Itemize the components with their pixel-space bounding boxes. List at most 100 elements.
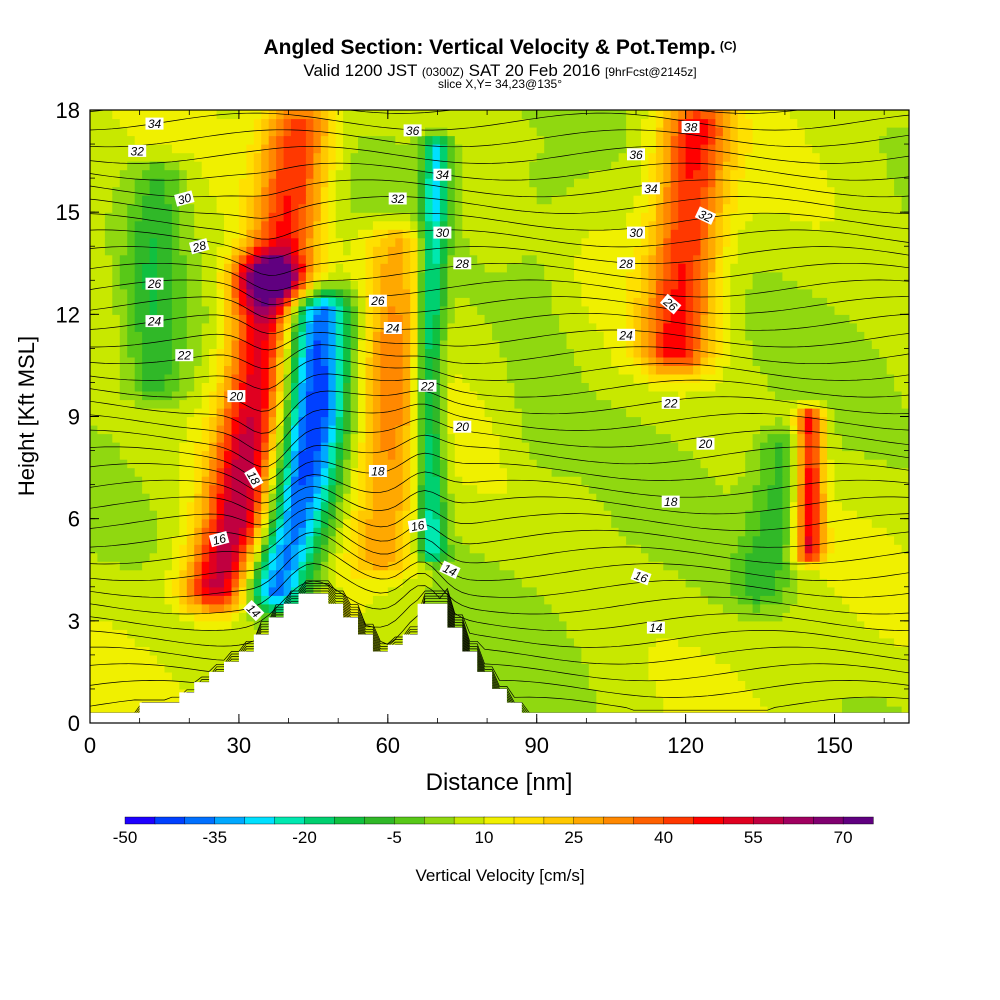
velocity-cell [417, 254, 426, 264]
velocity-cell [693, 263, 702, 273]
velocity-cell [715, 382, 769, 392]
velocity-cell [752, 442, 761, 452]
velocity-cell [305, 535, 314, 545]
velocity-cell [395, 552, 404, 562]
velocity-cell [90, 612, 180, 622]
isentrope-label: 36 [627, 148, 645, 162]
velocity-cell [209, 518, 218, 528]
velocity-cell [395, 450, 404, 460]
velocity-cell [238, 433, 255, 443]
isentrope-label: 30 [433, 226, 452, 240]
velocity-cell [320, 186, 329, 196]
isentrope-line [90, 296, 909, 319]
velocity-cell [335, 535, 344, 545]
velocity-cell [261, 595, 270, 605]
velocity-cell [157, 305, 173, 315]
velocity-cell [715, 263, 724, 273]
velocity-cell [246, 195, 255, 205]
velocity-cell [201, 280, 218, 290]
velocity-cell [216, 501, 225, 511]
velocity-cell [663, 110, 672, 120]
velocity-cell [335, 544, 344, 554]
velocity-cell [641, 254, 649, 264]
velocity-cell [231, 339, 240, 349]
velocity-cell [663, 356, 694, 366]
velocity-cell [313, 578, 322, 588]
velocity-cell [432, 391, 441, 401]
velocity-cell [261, 118, 270, 128]
velocity-cell [372, 442, 381, 452]
velocity-cell [626, 339, 635, 349]
velocity-cell [626, 408, 791, 418]
velocity-cell [343, 527, 352, 537]
subtitle-zulu: (0300Z) [421, 65, 464, 79]
velocity-cell [626, 322, 635, 332]
velocity-cell [797, 586, 836, 596]
velocity-cell [142, 263, 158, 273]
velocity-cell [708, 127, 716, 137]
velocity-cell [320, 118, 329, 128]
velocity-cell [789, 501, 798, 511]
velocity-cell [596, 391, 679, 401]
velocity-cell [283, 450, 292, 460]
velocity-cell [462, 195, 538, 205]
velocity-cell [648, 110, 657, 120]
velocity-cell [328, 331, 337, 341]
velocity-cell [484, 399, 515, 409]
velocity-cell [90, 467, 136, 477]
velocity-cell [253, 195, 262, 205]
velocity-cell [685, 280, 694, 290]
colorbar-swatch [453, 816, 485, 825]
velocity-cell [358, 510, 374, 520]
velocity-cell [261, 527, 270, 537]
isentrope-label-box [368, 465, 387, 477]
velocity-cell [343, 118, 530, 128]
velocity-cell [328, 450, 337, 460]
velocity-cell [894, 178, 909, 188]
velocity-cell [425, 586, 538, 596]
isentrope-label: 34 [641, 182, 660, 196]
velocity-cell [320, 544, 329, 554]
velocity-cell [224, 382, 232, 392]
velocity-cell [179, 527, 188, 537]
velocity-cell [737, 118, 754, 128]
velocity-cell [395, 305, 411, 315]
velocity-cell [708, 280, 716, 290]
velocity-cell [171, 203, 180, 213]
velocity-cell [313, 561, 322, 571]
velocity-cell [380, 263, 404, 273]
velocity-cell [291, 331, 299, 341]
velocity-cell [164, 595, 180, 605]
velocity-cell [439, 288, 448, 298]
velocity-cell [797, 450, 806, 460]
velocity-cell [350, 297, 359, 307]
velocity-cell [291, 373, 299, 383]
velocity-cell [417, 416, 426, 426]
velocity-cell [246, 493, 255, 503]
velocity-cell [186, 305, 210, 315]
velocity-cell [879, 629, 909, 639]
velocity-cell [291, 263, 299, 273]
velocity-cell [797, 493, 806, 503]
velocity-cell [313, 373, 329, 383]
velocity-cell [879, 135, 909, 145]
velocity-cell [313, 348, 322, 358]
velocity-cell [238, 314, 247, 324]
velocity-cell [685, 339, 694, 349]
velocity-cell [335, 484, 344, 494]
velocity-cell [179, 450, 195, 460]
velocity-cell [387, 305, 396, 315]
velocity-cell [834, 493, 909, 503]
velocity-cell [261, 348, 270, 358]
velocity-cell [395, 527, 404, 537]
velocity-cell [812, 518, 821, 528]
velocity-cell [261, 603, 270, 613]
velocity-cell [209, 442, 218, 452]
velocity-cell [372, 365, 381, 375]
velocity-cell [238, 595, 247, 605]
velocity-cell [194, 569, 203, 579]
velocity-cell [633, 356, 642, 366]
velocity-cell [268, 425, 277, 435]
velocity-cell [298, 280, 307, 290]
velocity-cell [827, 467, 836, 477]
